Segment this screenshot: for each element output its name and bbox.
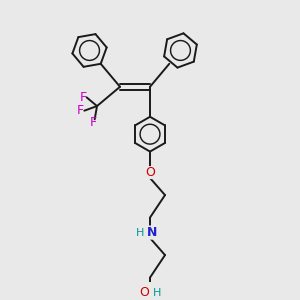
Text: O: O <box>140 286 149 299</box>
Text: F: F <box>90 116 97 129</box>
Text: H: H <box>136 228 145 238</box>
Text: F: F <box>77 104 84 117</box>
Text: F: F <box>80 91 87 104</box>
Text: N: N <box>147 226 158 239</box>
Text: H: H <box>152 288 161 298</box>
Text: O: O <box>145 166 155 179</box>
